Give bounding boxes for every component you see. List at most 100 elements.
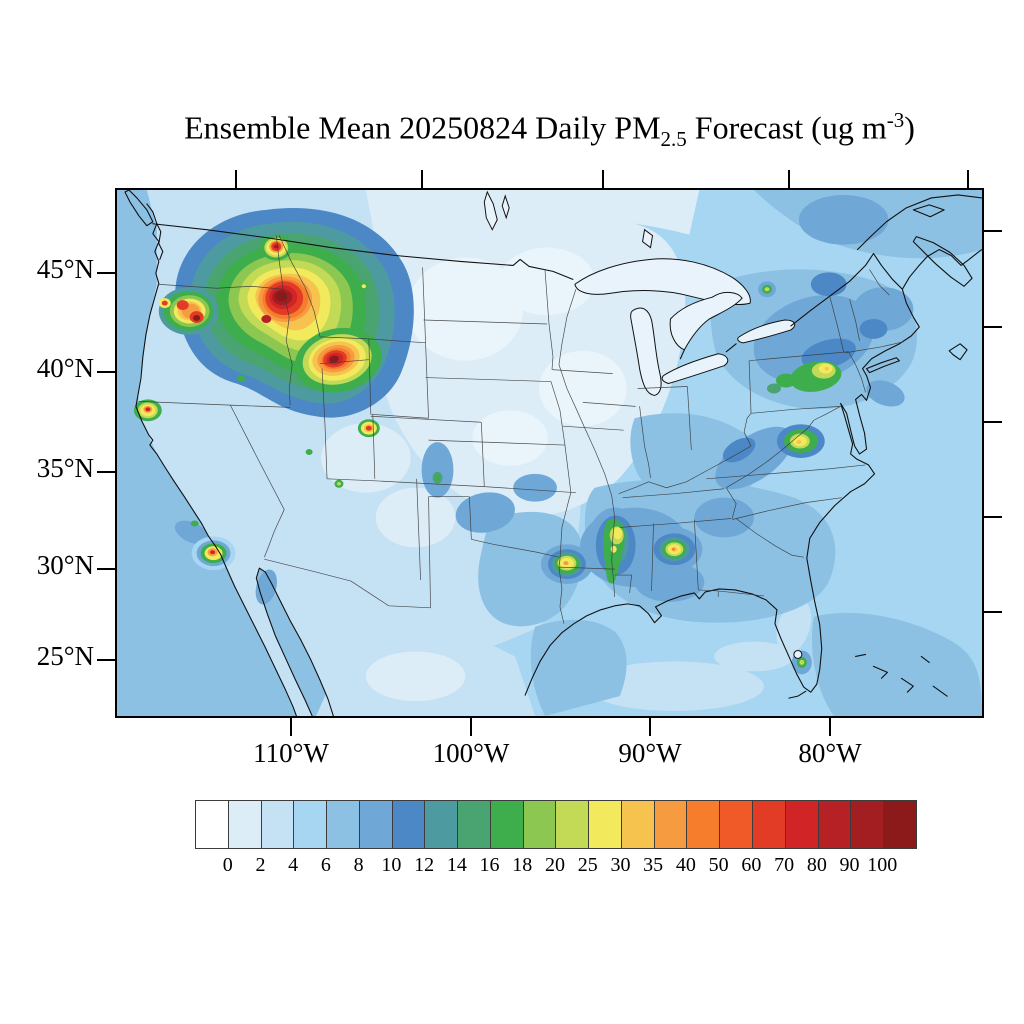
borders-center xyxy=(422,267,636,624)
region-nevada-pale xyxy=(321,423,411,493)
lat-tick-label: 30°N xyxy=(36,550,94,580)
hotspot-north-california xyxy=(133,399,162,422)
lon-tick-label: 110°W xyxy=(253,738,329,768)
colorbar-cell xyxy=(785,801,819,848)
st-lawrence-maine-border xyxy=(790,252,903,327)
colorbar-cell xyxy=(490,801,524,848)
lon-tick-label: 100°W xyxy=(432,738,510,768)
lon-tick xyxy=(290,718,292,736)
colorbar-level-label: 35 xyxy=(643,854,664,876)
colorbar-level-label: 0 xyxy=(222,854,233,876)
hotspot-southeast-utah xyxy=(357,419,380,438)
region-gulf-california xyxy=(256,568,334,716)
colorbar-level-label: 16 xyxy=(479,854,500,876)
colorbar-cell xyxy=(458,801,491,848)
lake-michigan xyxy=(630,307,662,396)
region-pacific-ocean xyxy=(117,190,297,716)
colorbar-cell xyxy=(392,801,426,848)
colorbar-cell xyxy=(687,801,721,848)
colorbar-cell xyxy=(228,801,262,848)
florida-keys xyxy=(788,690,807,699)
lat-tick xyxy=(97,371,115,373)
lat-tick-label: 45°N xyxy=(36,254,94,284)
colorbar-cell xyxy=(851,801,885,848)
colorbar-level-label: 80 xyxy=(806,854,827,876)
right-minor-tick xyxy=(984,421,1002,423)
colorbar-level-label: 60 xyxy=(741,854,762,876)
region-nebraska-palest xyxy=(472,410,549,466)
coastlines xyxy=(124,190,982,716)
colorbar-level-label: 90 xyxy=(839,854,860,876)
region-frontrange-dark xyxy=(421,442,454,498)
lat-tick xyxy=(97,471,115,473)
colorbar-level-label: 20 xyxy=(545,854,565,876)
puget-sound xyxy=(156,223,164,261)
lat-tick xyxy=(97,568,115,570)
colorbar-level-label: 2 xyxy=(255,854,266,876)
lake-nipigon xyxy=(642,228,654,249)
lat-tick-label: 35°N xyxy=(36,453,94,483)
colorbar-level-label: 10 xyxy=(381,854,402,876)
hotspot-mountain-specks xyxy=(237,281,443,488)
lake-superior xyxy=(574,258,751,306)
colorbar-cell xyxy=(261,801,295,848)
colorbar-cell xyxy=(327,801,360,848)
colorbar-level-label: 18 xyxy=(512,854,533,876)
top-minor-tick xyxy=(602,170,604,188)
colorbar-cell xyxy=(589,801,622,848)
lake-okeechobee xyxy=(793,650,803,659)
region-gulf-west xyxy=(530,619,627,716)
title-text-2: Forecast (ug m xyxy=(686,109,887,146)
region-vt-core xyxy=(859,319,888,339)
region-florida-pale xyxy=(776,599,812,654)
lake-erie xyxy=(661,353,729,385)
colorbar-level-label: 4 xyxy=(288,854,299,876)
top-minor-tick xyxy=(788,170,790,188)
lat-tick-label: 40°N xyxy=(36,353,94,383)
coast-baja-gulf xyxy=(255,567,334,716)
region-iowa-palest xyxy=(539,350,627,427)
region-arizona-pale xyxy=(375,487,456,548)
top-minor-tick xyxy=(421,170,423,188)
colorbar-cell xyxy=(621,801,655,848)
region-gulf-light-band xyxy=(584,661,765,712)
vancouver-island xyxy=(124,190,154,227)
right-minor-tick xyxy=(984,230,1002,232)
colorbar-cell xyxy=(556,801,590,848)
lon-tick xyxy=(470,718,472,736)
top-minor-tick xyxy=(235,170,237,188)
lon-tick-label: 90°W xyxy=(618,738,682,768)
region-minnesota-palest xyxy=(499,247,595,316)
colorbar-cell xyxy=(884,801,916,848)
colorbar-level-label: 100 xyxy=(867,854,898,876)
title-text-3: ) xyxy=(904,109,915,146)
state-borders xyxy=(138,235,904,624)
st-lawrence-north-shore xyxy=(857,194,982,251)
colorbar-level-label: 12 xyxy=(414,854,435,876)
right-minor-tick xyxy=(984,516,1002,518)
colorbar-cell xyxy=(753,801,786,848)
colorbar-level-label: 30 xyxy=(610,854,631,876)
colorbar-cell xyxy=(359,801,393,848)
colorbar-cell xyxy=(523,801,557,848)
colorbar-level-label: 70 xyxy=(774,854,795,876)
coast-west xyxy=(135,203,298,716)
forecast-map xyxy=(117,190,982,716)
region-georgia-dark xyxy=(694,497,755,538)
lat-tick xyxy=(97,659,115,661)
colorbar-cell xyxy=(720,801,754,848)
region-offshore-nyc-dark xyxy=(866,380,905,407)
lake-manitoba xyxy=(501,194,510,220)
lake-connectors xyxy=(679,343,737,360)
colorbar-level-label: 25 xyxy=(577,854,598,876)
colorbar-level-label: 8 xyxy=(353,854,364,876)
colorbar-cell xyxy=(196,801,229,848)
region-quebec-dark xyxy=(798,194,889,245)
lake-huron xyxy=(669,291,743,351)
colorbar-level-label: 50 xyxy=(708,854,729,876)
hotspot-mississippi-valley xyxy=(586,507,643,584)
lon-tick xyxy=(649,718,651,736)
hotspot-southern-california xyxy=(190,520,236,571)
region-wv-core xyxy=(722,437,756,463)
